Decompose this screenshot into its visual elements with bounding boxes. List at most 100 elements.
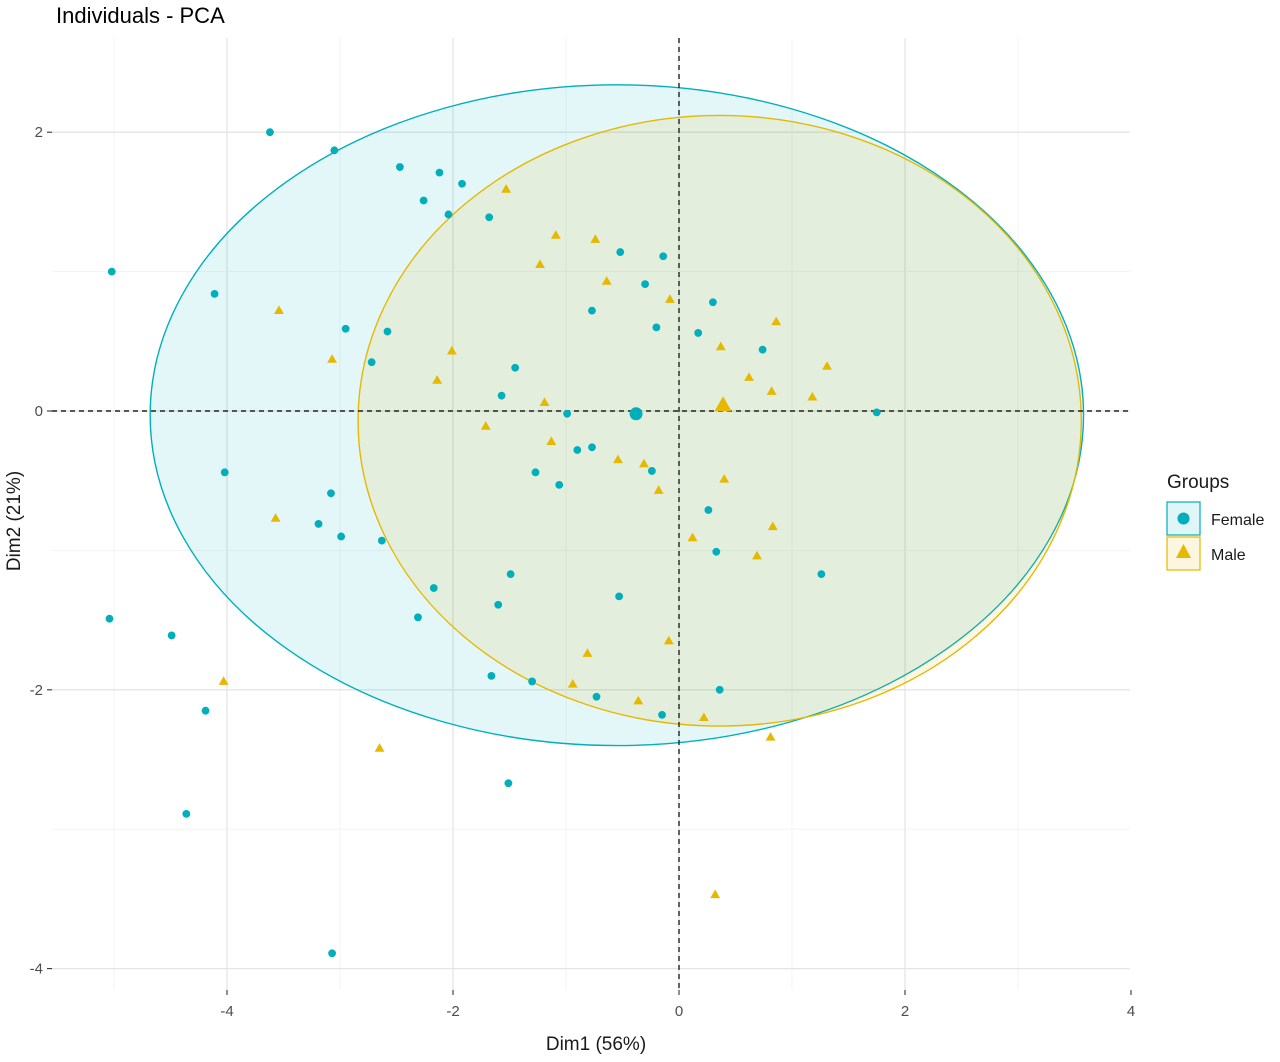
legend-title: Groups [1167,472,1229,493]
data-point-male [653,485,664,494]
legend-item-female: Female [1166,501,1264,536]
data-point-male [218,676,229,685]
group-mean-female [629,407,643,421]
data-point-female [105,614,114,623]
data-point-female [395,163,404,171]
data-point-male [539,397,550,407]
data-point-female [652,323,661,332]
x-tick-label: 0 [675,1003,683,1020]
data-point-male [480,421,491,430]
data-point-male [432,375,443,384]
data-point-female [487,671,496,680]
data-point-male [582,648,593,657]
data-point-female [182,809,191,818]
data-point-male [687,532,698,542]
chart-title: Individuals - PCA [56,3,225,28]
legend-label-male: Male [1211,547,1246,564]
data-point-female [429,584,438,592]
data-point-male [274,305,284,315]
data-point-female [107,267,116,276]
data-point-female [314,520,323,528]
data-point-female [555,480,564,489]
data-point-female [694,329,703,337]
data-point-male [715,341,726,351]
data-point-male [665,294,675,303]
group-means [629,396,732,421]
data-point-female [330,146,339,155]
data-point-male [719,474,730,483]
data-point-female [494,600,503,609]
data-point-female [758,345,767,354]
data-point-female [327,489,335,498]
data-point-female [497,391,506,400]
data-point-female [616,248,625,256]
data-point-male [535,259,545,269]
data-point-female [201,706,210,715]
data-point-female [167,631,176,640]
data-point-female [435,168,444,177]
data-point-female [458,179,466,188]
data-point-female [709,298,717,307]
confidence-ellipses [149,84,1085,747]
data-point-female [704,506,713,514]
data-point-female [383,327,392,336]
reference-lines [52,38,1130,990]
data-point-male [550,230,561,239]
data-point-male [590,234,601,243]
data-point-female [588,443,596,452]
x-tick-label: -4 [220,1003,233,1020]
y-tick-label: 2 [35,124,43,141]
legend-item-male: Male [1166,536,1246,571]
data-point-female [647,467,656,475]
ellipse-female [149,84,1085,747]
data-point-female [712,547,721,556]
data-point-male [327,354,338,363]
data-point-male [710,889,721,899]
data-point-male [639,458,649,468]
data-point-male [822,361,832,370]
data-point-female [659,252,668,261]
data-point-male [374,743,385,752]
x-tick-label: -2 [446,1003,459,1020]
data-points [105,128,881,958]
data-point-female [220,468,229,477]
data-point-female [419,196,428,205]
data-point-female [817,570,826,578]
data-point-female [485,213,494,222]
data-point-female [337,532,346,541]
data-point-female [506,570,515,578]
data-point-male [567,679,578,688]
data-point-female [504,779,513,788]
data-point-female [266,128,274,137]
y-tick-label: -2 [30,682,43,699]
data-point-male [744,372,754,381]
data-point-female [592,692,601,701]
data-point-female [341,324,350,333]
data-point-female [328,949,336,958]
data-point-male [698,712,709,722]
y-tick-label: 0 [35,403,43,420]
axis-ticks: -4 -2 0 2 4 -4 -2 0 2 [30,124,1136,1020]
y-tick-label: -4 [30,961,43,978]
data-point-female [367,358,376,367]
triangle-icon [1176,544,1191,558]
data-point-female [715,685,724,694]
data-point-female [531,468,540,477]
x-axis-title: Dim1 (56%) [546,1034,646,1055]
data-point-male [767,521,778,531]
data-point-male [501,184,512,193]
grid [52,38,1130,990]
data-point-female [588,306,596,315]
data-point-male [633,695,644,705]
ellipse-male [357,114,1082,727]
data-point-female [658,710,666,719]
data-point-male [807,391,818,401]
data-point-female [573,446,582,454]
data-point-male [446,345,457,355]
data-point-male [270,513,281,522]
data-point-male [771,316,782,326]
data-point-female [872,408,881,417]
data-point-female [444,210,453,219]
